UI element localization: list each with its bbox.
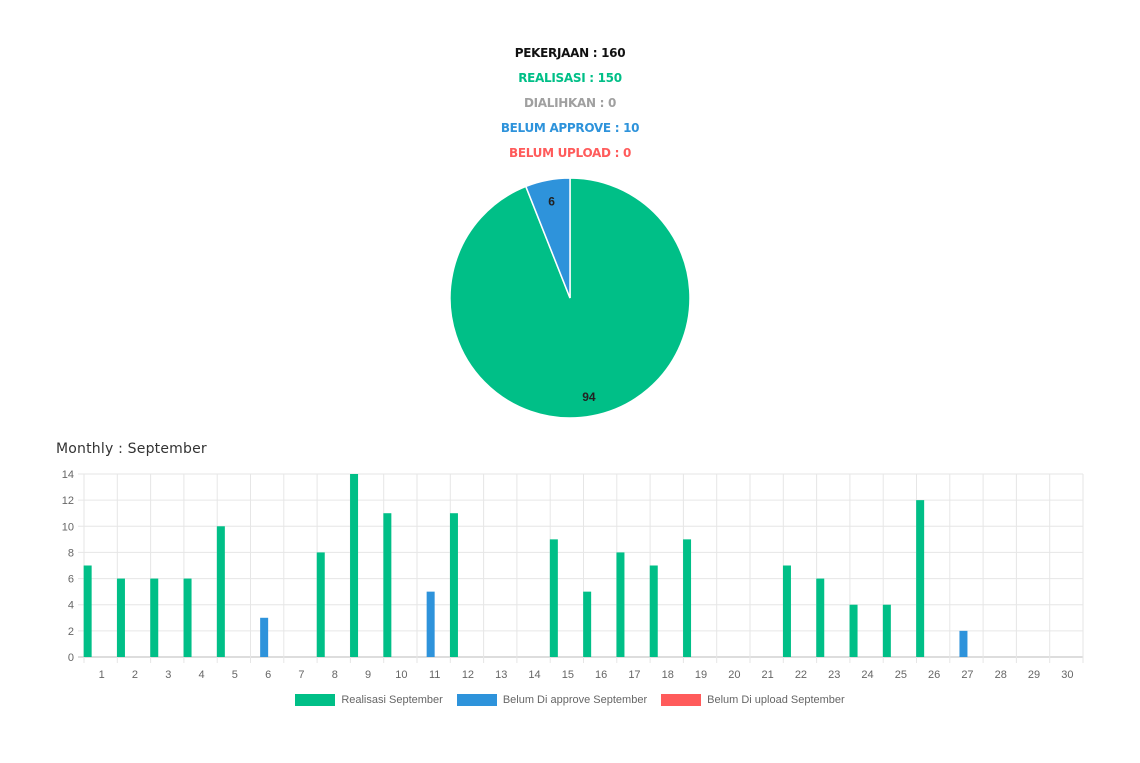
x-tick-label: 18 <box>662 669 674 681</box>
x-tick-label: 20 <box>728 669 740 681</box>
x-tick-label: 12 <box>462 669 474 681</box>
x-tick-label: 14 <box>528 669 540 681</box>
y-tick-label: 2 <box>68 626 74 638</box>
legend-swatch <box>456 694 497 706</box>
x-tick-label: 2 <box>132 669 138 681</box>
bar-realisasi-september-3[interactable] <box>150 578 159 657</box>
pie-slice-belum-approve[interactable] <box>524 177 571 299</box>
bar-realisasi-september-18[interactable] <box>649 565 658 658</box>
bar-belum-di-approve-september-27[interactable] <box>959 630 968 657</box>
legend-label: Belum Di upload September <box>707 694 845 706</box>
x-tick-label: 16 <box>595 669 607 681</box>
y-tick-label: 10 <box>62 521 74 533</box>
legend-item-realisasi-september[interactable]: Realisasi September <box>295 694 443 706</box>
bar-realisasi-september-26[interactable] <box>916 500 925 657</box>
bar-realisasi-september-1[interactable] <box>83 565 92 658</box>
bar-realisasi-september-10[interactable] <box>383 513 392 657</box>
legend-item-belum-di-approve-september[interactable]: Belum Di approve September <box>456 694 648 706</box>
x-tick-label: 22 <box>795 669 807 681</box>
realisasi-total: REALISASI : 150 <box>518 71 622 85</box>
bar-realisasi-september-4[interactable] <box>183 578 192 657</box>
y-tick-label: 14 <box>62 469 74 481</box>
pekerjaan-total: PEKERJAAN : 160 <box>514 46 626 60</box>
bar-realisasi-september-22[interactable] <box>782 565 791 658</box>
x-tick-label: 4 <box>198 669 204 681</box>
pie-label-realisasi: 94 <box>582 390 596 404</box>
x-tick-label: 1 <box>99 669 105 681</box>
legend-label: Belum Di approve September <box>502 694 648 706</box>
bar-realisasi-september-17[interactable] <box>616 552 625 657</box>
x-tick-label: 28 <box>995 669 1007 681</box>
bar-belum-di-approve-september-11[interactable] <box>426 591 435 657</box>
x-tick-label: 27 <box>961 669 973 681</box>
y-tick-label: 8 <box>68 547 74 559</box>
x-tick-label: 5 <box>232 669 238 681</box>
bar-realisasi-september-9[interactable] <box>350 474 359 657</box>
bar-realisasi-september-25[interactable] <box>882 604 891 657</box>
belum-upload-total: BELUM UPLOAD : 0 <box>508 146 631 160</box>
legend-item-belum-di-upload-september[interactable]: Belum Di upload September <box>661 694 845 706</box>
belum-approve-total: BELUM APPROVE : 10 <box>500 121 640 135</box>
bar-realisasi-september-2[interactable] <box>116 578 125 657</box>
y-tick-label: 0 <box>68 652 74 664</box>
x-tick-label: 29 <box>1028 669 1040 681</box>
bar-belum-di-approve-september-6[interactable] <box>260 617 269 657</box>
x-tick-label: 24 <box>861 669 873 681</box>
bar-realisasi-september-19[interactable] <box>683 539 692 657</box>
pie-slice-realisasi[interactable] <box>449 177 691 419</box>
x-tick-label: 9 <box>365 669 371 681</box>
bar-realisasi-september-8[interactable] <box>316 552 325 657</box>
x-tick-label: 3 <box>165 669 171 681</box>
monthly-title: Monthly : September <box>56 441 207 457</box>
x-tick-label: 21 <box>762 669 774 681</box>
x-tick-label: 10 <box>395 669 407 681</box>
x-tick-label: 17 <box>628 669 640 681</box>
dialihkan-total: DIALIHKAN : 0 <box>523 96 617 110</box>
bar-realisasi-september-23[interactable] <box>816 578 825 657</box>
x-tick-label: 8 <box>332 669 338 681</box>
pie-label-belum-approve: 6 <box>548 194 555 208</box>
bar-realisasi-september-12[interactable] <box>449 513 458 657</box>
x-tick-label: 30 <box>1061 669 1073 681</box>
bar-realisasi-september-5[interactable] <box>216 526 225 657</box>
chart-legend: Realisasi September Belum Di approve Sept… <box>0 694 1140 706</box>
legend-label: Realisasi September <box>341 694 443 706</box>
legend-swatch <box>295 694 336 706</box>
x-tick-label: 23 <box>828 669 840 681</box>
bar-realisasi-september-15[interactable] <box>549 539 558 657</box>
y-tick-label: 4 <box>68 600 74 612</box>
pie-chart: 94 6 <box>449 177 691 419</box>
x-tick-label: 6 <box>265 669 271 681</box>
x-tick-label: 7 <box>298 669 304 681</box>
bar-realisasi-september-16[interactable] <box>583 591 592 657</box>
bar-realisasi-september-24[interactable] <box>849 604 858 657</box>
x-tick-label: 15 <box>562 669 574 681</box>
y-tick-label: 6 <box>68 574 74 586</box>
x-tick-label: 26 <box>928 669 940 681</box>
x-tick-label: 13 <box>495 669 507 681</box>
y-tick-label: 12 <box>62 495 74 507</box>
x-tick-label: 11 <box>429 669 440 681</box>
x-tick-label: 19 <box>695 669 707 681</box>
legend-swatch <box>661 694 702 706</box>
x-tick-label: 25 <box>895 669 907 681</box>
summary-panel: PEKERJAAN : 160 REALISASI : 150 DIALIHKA… <box>0 43 1140 168</box>
